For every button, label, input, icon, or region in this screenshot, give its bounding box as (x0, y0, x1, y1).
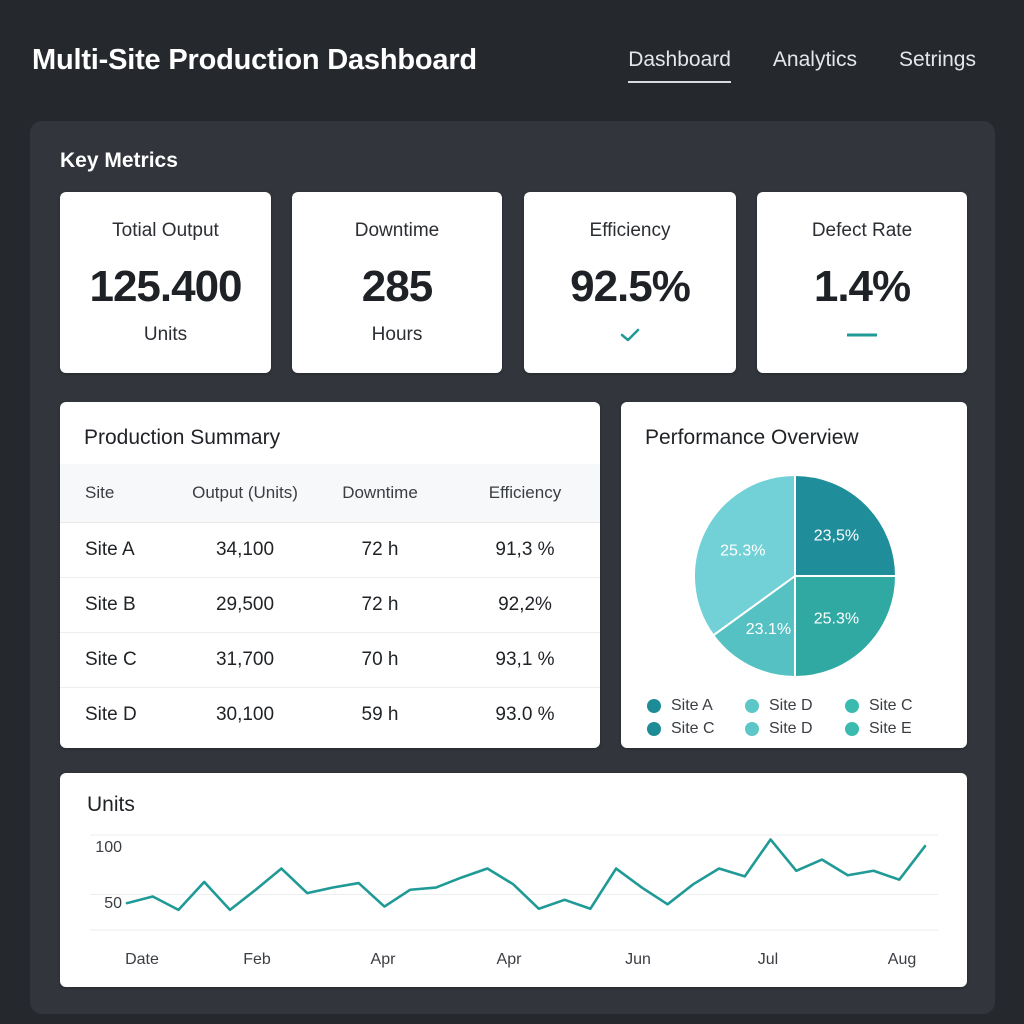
cell-efficiency: 93.0 % (495, 703, 555, 725)
cell-output: 29,500 (180, 577, 310, 633)
legend-item: Site C (647, 720, 745, 738)
legend-label: Site E (869, 720, 912, 737)
x-tick-label: Jul (758, 951, 778, 968)
legend-item: Site D (745, 720, 845, 738)
tab-analytics[interactable]: Analytics (772, 48, 857, 71)
legend-dot-icon (647, 699, 661, 713)
metric-value: 125.400 (89, 262, 242, 311)
legend-dot-icon (845, 722, 859, 736)
header: Multi-Site Production Dashboard Dashboar… (0, 0, 1024, 120)
table-header-row: Site Output (Units) Downtime Efficiency (60, 464, 600, 523)
pie-slice-label: 25.3% (814, 610, 859, 627)
metric-label: Downtime (354, 220, 440, 241)
cell-downtime: 72 h (310, 577, 450, 633)
cell-site: Site B (60, 577, 180, 633)
metric-label: Totial Output (112, 220, 219, 241)
key-metrics-title: Key Metrics (60, 149, 178, 172)
metric-unit: Hours (371, 324, 423, 345)
cell-efficiency: 93,1 % (450, 632, 600, 688)
cell-downtime: 59 h (361, 703, 399, 725)
table-row[interactable]: Site D 30,100 59 h 93.0 % (60, 687, 600, 742)
legend-item: Site D (745, 697, 845, 715)
y-tick-label: 100 (95, 839, 122, 856)
cell-output: 31,700 (180, 632, 310, 688)
nav-tabs: Dashboard Analytics Setrings (628, 48, 976, 83)
metric-card-downtime: Downtime 285 Hours (292, 192, 502, 373)
metric-value: 1.4% (813, 262, 911, 311)
column-header[interactable]: Downtime (310, 464, 450, 523)
pie-legend: Site A Site D Site C Site C Site D Site … (647, 697, 957, 738)
cell-site: Site C (60, 632, 180, 688)
performance-overview-card: Performance Overview 23,5% 25.3% 23.1% 25.3… (621, 402, 967, 748)
cell-efficiency: 91,3 % (450, 522, 600, 578)
x-tick-label: Date (125, 951, 159, 968)
x-tick-label: Aug (888, 951, 916, 968)
dashboard-panel: Key Metrics Totial Output 125.400 Units … (30, 121, 995, 1014)
metric-card-total-output: Totial Output 125.400 Units (60, 192, 271, 373)
cell-site: Site A (60, 522, 180, 578)
cell-downtime: 70 h (310, 632, 450, 688)
legend-item: Site E (845, 720, 945, 738)
units-chart-title: Units (87, 793, 135, 816)
pie-slice-label: 23,5% (814, 528, 859, 545)
cell-output: 30,100 (215, 703, 275, 725)
production-summary-card: Production Summary Site Output (Units) D… (60, 402, 600, 748)
pie-slice-2[interactable] (711, 574, 796, 679)
tab-settings[interactable]: Setrings (898, 48, 976, 71)
dash-icon (757, 327, 967, 343)
pie-slice-1[interactable] (794, 575, 898, 679)
performance-overview-title: Performance Overview (645, 426, 859, 449)
table-row[interactable]: Site B 29,500 72 h 92,2% (60, 577, 600, 633)
x-tick-label: Jun (625, 951, 651, 968)
metric-value: 92.5% (570, 262, 691, 311)
cell-site: Site D (85, 703, 137, 725)
legend-item: Site C (845, 697, 945, 715)
pie-slice-0[interactable] (794, 473, 898, 577)
cell-downtime: 72 h (310, 522, 450, 578)
legend-dot-icon (845, 699, 859, 713)
pie-slice-3[interactable] (693, 473, 796, 637)
units-chart-card: Units 50 100 Date Feb Apr Apr Jun Jul Aug (60, 773, 967, 987)
pie-slice-label: 25.3% (720, 542, 765, 559)
table-row[interactable]: Site C 31,700 70 h 93,1 % (60, 632, 600, 688)
check-icon (524, 327, 736, 343)
metric-card-defect-rate: Defect Rate 1.4% (757, 192, 967, 373)
metric-label: Efficiency (589, 220, 671, 241)
legend-label: Site C (869, 697, 913, 714)
metric-value: 285 (361, 262, 433, 311)
units-line-chart: 50 100 Date Feb Apr Apr Jun Jul Aug (90, 834, 938, 968)
cell-output: 34,100 (180, 522, 310, 578)
pie-slice-label: 23.1% (746, 621, 791, 638)
app-title: Multi-Site Production Dashboard (32, 44, 477, 76)
production-summary-title: Production Summary (84, 426, 281, 449)
legend-label: Site D (769, 720, 813, 737)
metric-unit: Units (143, 324, 188, 345)
column-header[interactable]: Efficiency (450, 464, 600, 523)
legend-dot-icon (647, 722, 661, 736)
legend-label: Site A (671, 697, 713, 714)
column-header[interactable]: Site (60, 464, 180, 523)
column-header[interactable]: Output (Units) (180, 464, 310, 523)
tab-dashboard[interactable]: Dashboard (628, 48, 731, 83)
pie-chart: 23,5% 25.3% 23.1% 25.3% (693, 473, 898, 679)
x-tick-label: Apr (371, 951, 397, 968)
units-series-line (125, 838, 927, 912)
metric-label: Defect Rate (811, 220, 913, 241)
y-tick-label: 50 (104, 895, 122, 912)
metric-card-efficiency: Efficiency 92.5% (524, 192, 736, 373)
x-tick-label: Apr (497, 951, 523, 968)
legend-dot-icon (745, 722, 759, 736)
legend-item: Site A (647, 697, 745, 715)
legend-label: Site C (671, 720, 715, 737)
table-row[interactable]: Site A 34,100 72 h 91,3 % (60, 522, 600, 578)
production-summary-table: Site Output (Units) Downtime Efficiency … (60, 464, 600, 742)
legend-dot-icon (745, 699, 759, 713)
legend-label: Site D (769, 697, 813, 714)
cell-efficiency: 92,2% (450, 577, 600, 633)
x-tick-label: Feb (243, 951, 271, 968)
